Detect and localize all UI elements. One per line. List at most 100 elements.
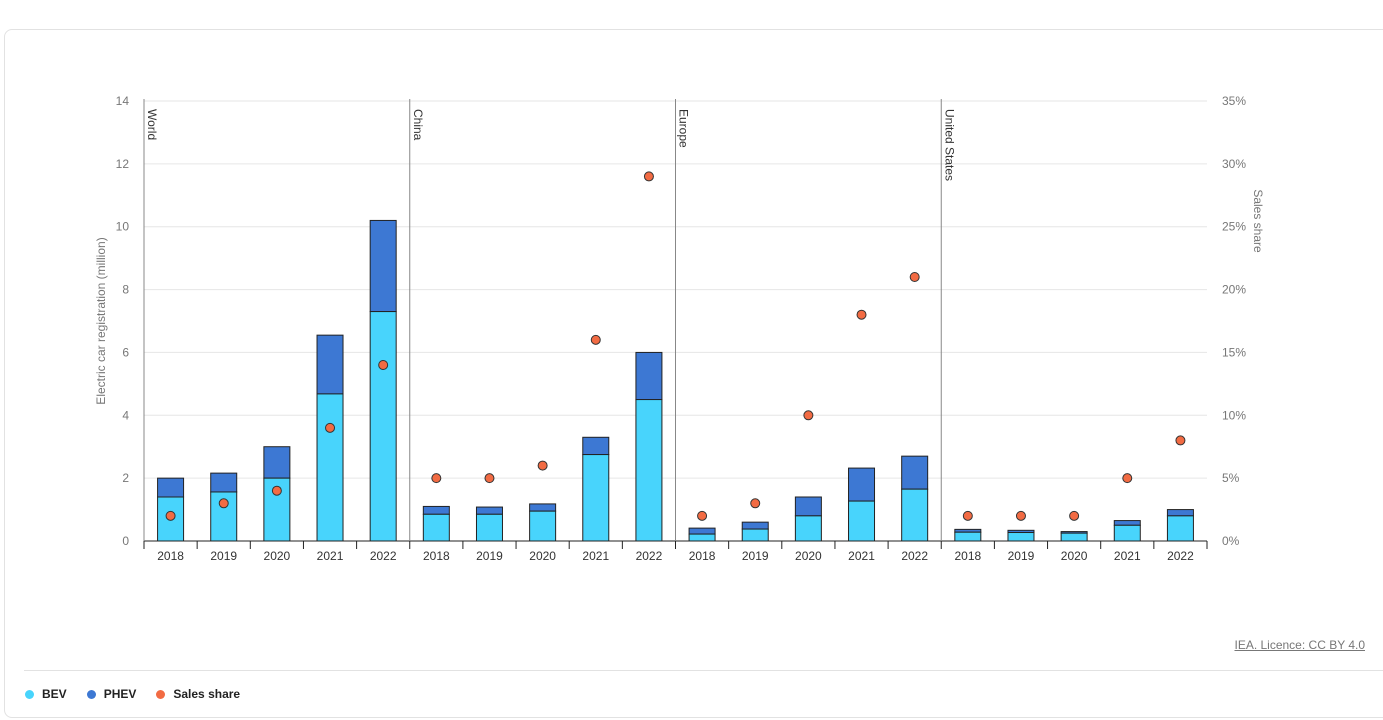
sales-share-point [378,360,389,370]
bev-swatch-icon [25,689,34,699]
bar-phev [369,219,397,313]
bar-bev [688,533,716,542]
sales-share-swatch-icon [156,689,166,699]
bar-bev [741,528,769,542]
bar-bev [954,531,982,542]
y-tick-label: 10 [116,220,130,234]
chart-card [4,29,1383,718]
sales-share-point [856,309,867,320]
sales-share-point [803,410,814,421]
x-tick-label: 2020 [795,549,822,563]
y-tick-label: 2 [122,471,129,485]
x-tick-label: 2018 [689,549,716,563]
y2-tick-label: 10% [1222,408,1246,422]
legend-item-sales-share[interactable]: Sales share [156,687,240,701]
y-tick-label: 12 [116,157,130,171]
x-tick-label: 2020 [264,549,291,563]
bar-phev [475,506,503,515]
sales-share-point [1015,510,1026,521]
y2-tick-label: 35% [1222,94,1246,108]
x-tick-label: 2021 [848,549,875,563]
bar-phev [157,477,185,498]
y-tick-label: 4 [122,408,129,422]
y2-tick-label: 5% [1222,471,1240,485]
bar-bev [901,488,929,542]
sales-share-point [750,498,761,509]
group-label: Europe [677,109,691,148]
legend-label: BEV [42,687,67,701]
bar-bev [422,513,450,542]
x-tick-label: 2021 [317,549,344,563]
x-tick-label: 2018 [157,549,184,563]
bar-phev [901,455,929,490]
y-tick-label: 6 [122,345,129,359]
x-tick-label: 2019 [210,549,237,563]
sales-share-point [537,460,548,471]
bar-phev [741,521,769,530]
y2-tick-label: 15% [1222,345,1246,359]
bar-bev [1007,532,1035,542]
group-label: World [145,109,159,140]
bar-bev [316,393,344,542]
sales-share-point [165,510,176,521]
legend-divider [24,670,1383,671]
bar-phev [529,503,557,512]
sales-share-point [1175,435,1186,446]
sales-share-point [643,171,654,182]
bar-phev [1113,520,1141,526]
legend-label: PHEV [103,687,137,701]
bar-bev [582,454,610,542]
y-tick-label: 8 [122,283,129,297]
x-tick-label: 2022 [1167,549,1194,563]
sales-share-point [325,422,336,433]
x-tick-label: 2021 [1114,549,1141,563]
group-label: China [411,109,425,141]
bar-phev [422,505,450,515]
bar-bev [794,515,822,542]
y-tick-label: 0 [122,534,129,548]
bar-bev [848,500,876,542]
y-axis-label: Electric car registration (million) [94,237,108,404]
bar-bev [529,510,557,542]
y2-axis-label: Sales share [1251,189,1265,253]
x-tick-label: 2019 [1008,549,1035,563]
x-tick-label: 2022 [636,549,663,563]
bar-phev [263,446,291,479]
source-link[interactable]: IEA. Licence: CC BY 4.0 [1234,638,1365,652]
x-tick-label: 2020 [529,549,556,563]
sales-share-point [1069,510,1080,521]
sales-share-point [962,510,973,521]
bar-bev [475,513,503,542]
sales-share-point [484,473,495,484]
x-tick-label: 2020 [1061,549,1088,563]
sales-share-point [431,473,442,484]
bar-phev [635,351,663,401]
x-tick-label: 2019 [742,549,769,563]
bar-bev [1060,532,1088,542]
y-tick-label: 14 [116,94,130,108]
y2-tick-label: 30% [1222,157,1246,171]
group-label: United States [942,109,956,181]
bar-bev [635,399,663,542]
y2-tick-label: 0% [1222,534,1240,548]
sales-share-point [218,498,229,509]
bar-phev [1166,509,1194,517]
legend-item-phev[interactable]: PHEV [86,687,137,701]
x-tick-label: 2022 [901,549,928,563]
bar-phev [848,467,876,502]
y2-tick-label: 20% [1222,283,1246,297]
x-tick-label: 2019 [476,549,503,563]
bar-phev [794,496,822,517]
sales-share-point [909,272,920,282]
bar-phev [316,334,344,395]
legend-label: Sales share [173,687,241,701]
bar-bev [369,311,397,542]
bar-phev [210,472,238,493]
x-tick-label: 2018 [423,549,450,563]
bar-bev [1113,524,1141,542]
legend-item-bev[interactable]: BEV [25,687,67,701]
legend: BEV PHEV Sales share [25,687,240,701]
sales-share-point [697,510,708,521]
y2-tick-label: 25% [1222,220,1246,234]
